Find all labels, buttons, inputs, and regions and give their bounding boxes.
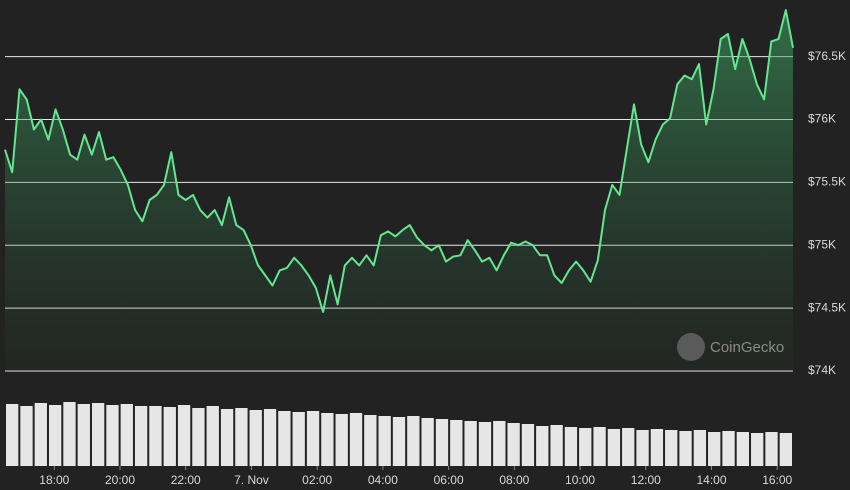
x-tick-label: 22:00 xyxy=(171,473,201,487)
volume-bar xyxy=(77,404,90,466)
x-tick-label: 20:00 xyxy=(105,473,135,487)
volume-bar xyxy=(20,406,33,466)
volume-bar xyxy=(163,407,176,466)
volume-bar xyxy=(177,405,191,466)
volume-bar xyxy=(6,404,19,466)
volume-bar xyxy=(708,432,721,466)
volume-bar xyxy=(622,428,635,466)
volume-bar xyxy=(34,403,47,466)
volume-bar xyxy=(521,424,535,466)
volume-bar xyxy=(120,404,133,466)
x-tick-label: 02:00 xyxy=(302,473,332,487)
volume-bar xyxy=(579,428,592,466)
volume-bar xyxy=(536,426,549,466)
volume-bar xyxy=(464,421,477,466)
volume-bar xyxy=(335,414,348,466)
volume-bar xyxy=(292,412,305,466)
watermark: CoinGecko xyxy=(677,333,784,361)
volume-bar xyxy=(106,405,119,466)
volume-bar xyxy=(220,409,234,466)
volume-bar xyxy=(306,411,320,466)
volume-bar xyxy=(149,406,162,466)
volume-bar xyxy=(235,408,248,466)
volume-bar xyxy=(48,405,62,466)
y-tick-label: $74K xyxy=(808,363,836,377)
x-tick-label: 06:00 xyxy=(434,473,464,487)
volume-bar xyxy=(779,433,792,466)
volume-bar xyxy=(450,420,463,466)
volume-bar xyxy=(421,418,434,466)
volume-bar xyxy=(378,416,391,466)
volume-bar xyxy=(63,402,76,466)
volume-bar xyxy=(206,406,219,466)
volume-bar xyxy=(636,430,649,466)
x-tick-label: 12:00 xyxy=(631,473,661,487)
volume-bar xyxy=(650,429,664,466)
x-tick-label: 08:00 xyxy=(499,473,529,487)
volume-bar xyxy=(349,413,363,466)
volume-bar xyxy=(736,432,750,466)
watermark-text: CoinGecko xyxy=(710,339,784,356)
volume-bar xyxy=(134,406,148,466)
volume-bar xyxy=(765,432,778,466)
volume-bar xyxy=(364,415,377,466)
volume-bar xyxy=(435,419,449,466)
x-tick-label: 18:00 xyxy=(39,473,69,487)
volume-bar xyxy=(722,431,735,466)
x-tick-label: 10:00 xyxy=(565,473,595,487)
volume-bar xyxy=(392,417,406,466)
y-tick-label: $74.5K xyxy=(808,300,846,314)
y-tick-label: $75K xyxy=(808,237,836,251)
volume-bar xyxy=(550,425,563,466)
x-tick-label: 14:00 xyxy=(696,473,726,487)
volume-bar xyxy=(665,430,678,466)
volume-bar xyxy=(693,430,707,466)
volume-bar xyxy=(91,403,105,466)
volume-bar xyxy=(478,422,492,466)
volume-bar xyxy=(751,433,764,466)
x-tick-label: 04:00 xyxy=(368,473,398,487)
volume-bar xyxy=(593,427,606,466)
volume-bar xyxy=(493,421,506,466)
volume-bar xyxy=(321,413,334,466)
y-tick-label: $76.5K xyxy=(808,49,846,63)
watermark-logo xyxy=(677,333,705,361)
y-tick-label: $76K xyxy=(808,112,836,126)
volume-bar xyxy=(607,429,621,466)
volume-bar xyxy=(263,409,277,466)
volume-bar xyxy=(564,427,578,466)
volume-bar xyxy=(192,408,205,466)
y-tick-label: $75.5K xyxy=(808,175,846,189)
volume-bar xyxy=(679,431,692,466)
volume-bar xyxy=(249,410,262,466)
price-line xyxy=(4,9,794,313)
volume-bar xyxy=(278,411,291,466)
volume-bar xyxy=(407,416,420,466)
x-tick-label: 7. Nov xyxy=(234,473,269,487)
volume-bar xyxy=(507,423,520,466)
x-tick-label: 16:00 xyxy=(762,473,792,487)
price-area xyxy=(5,10,793,371)
